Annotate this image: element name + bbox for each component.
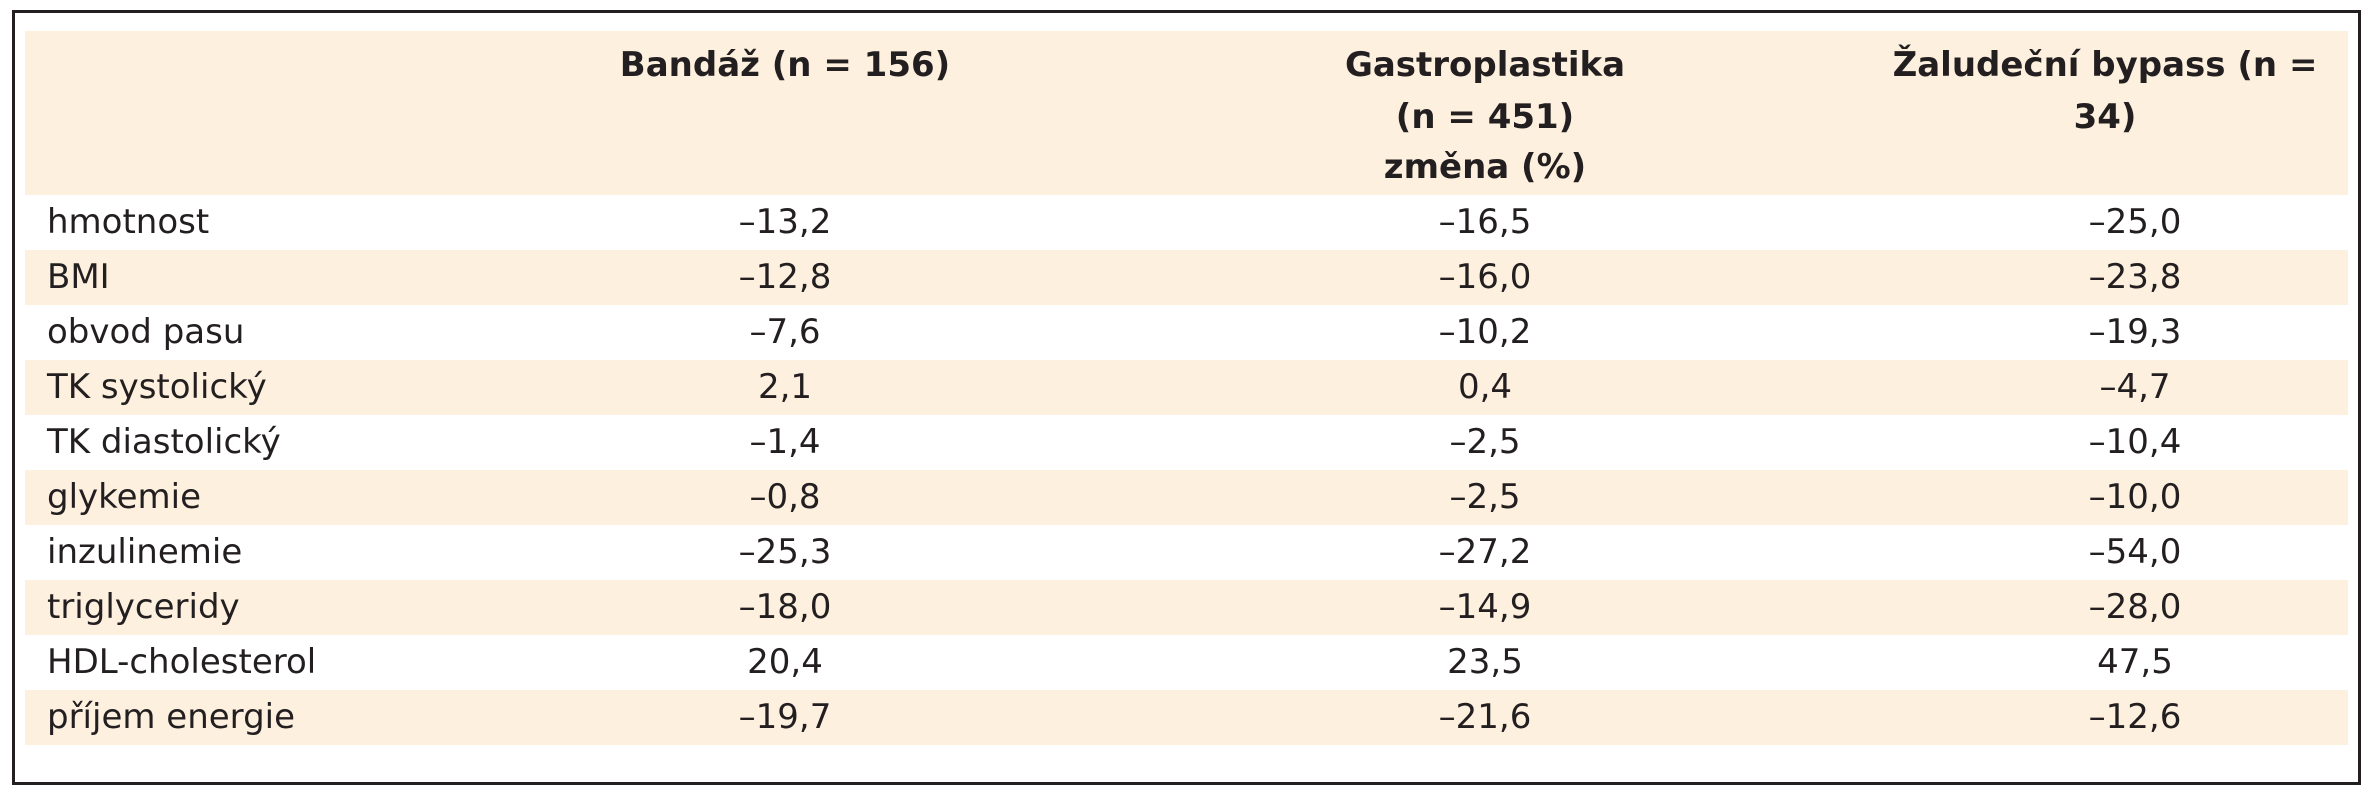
value-gastroplasty: –10,2 [1438,312,1532,352]
value-gastroplasty: –14,9 [1438,587,1532,627]
value-banding: –12,8 [738,257,832,297]
table-row: příjem energie –19,7 –21,6 –12,6 [25,690,2348,745]
value-gastroplasty: –2,5 [1449,422,1521,462]
row-label: hmotnost [47,202,210,242]
row-label: TK diastolický [47,422,281,462]
value-gastroplasty: 23,5 [1447,642,1523,682]
table-row: TK diastolický –1,4 –2,5 –10,4 [25,415,2348,470]
value-banding: –7,6 [749,312,821,352]
row-label: BMI [47,257,110,297]
row-label: obvod pasu [47,312,245,352]
value-gastric-bypass: –10,0 [2088,477,2182,517]
value-gastric-bypass: –4,7 [2099,367,2171,407]
header-change-percent: změna (%) [1383,147,1587,187]
value-banding: –13,2 [738,202,832,242]
row-label: příjem energie [47,697,296,737]
value-banding: 20,4 [747,642,823,682]
row-label: glykemie [47,477,202,517]
header-gastric-bypass: Žaludeční bypass (n = 34) [1892,45,2318,137]
value-banding: –19,7 [738,697,832,737]
value-banding: 2,1 [757,367,813,407]
row-label: TK systolický [47,367,267,407]
value-banding: –18,0 [738,587,832,627]
value-banding: –1,4 [749,422,821,462]
value-gastric-bypass: –19,3 [2088,312,2182,352]
value-gastric-bypass: –25,0 [2088,202,2182,242]
header-gastroplasty-n: (n = 451) [1395,97,1575,137]
row-label: HDL-cholesterol [47,642,317,682]
value-gastroplasty: 0,4 [1457,367,1513,407]
value-gastroplasty: –21,6 [1438,697,1532,737]
table-row: BMI –12,8 –16,0 –23,8 [25,250,2348,305]
value-banding: –0,8 [749,477,821,517]
value-gastric-bypass: –28,0 [2088,587,2182,627]
table-row: obvod pasu –7,6 –10,2 –19,3 [25,305,2348,360]
table-row: inzulinemie –25,3 –27,2 –54,0 [25,525,2348,580]
table-header: Bandáž (n = 156) Gastroplastika (n = 451… [25,31,2348,195]
value-gastroplasty: –27,2 [1438,532,1532,572]
table-row: hmotnost –13,2 –16,5 –25,0 [25,195,2348,250]
value-gastroplasty: –16,5 [1438,202,1532,242]
value-gastric-bypass: –23,8 [2088,257,2182,297]
value-banding: –25,3 [738,532,832,572]
value-gastric-bypass: –54,0 [2088,532,2182,572]
table-row: TK systolický 2,1 0,4 –4,7 [25,360,2348,415]
value-gastroplasty: –16,0 [1438,257,1532,297]
table-row: glykemie –0,8 –2,5 –10,0 [25,470,2348,525]
header-banding: Bandáž (n = 156) [619,45,951,85]
table-row: HDL-cholesterol 20,4 23,5 47,5 [25,635,2348,690]
table-row: triglyceridy –18,0 –14,9 –28,0 [25,580,2348,635]
value-gastric-bypass: –12,6 [2088,697,2182,737]
data-table: Bandáž (n = 156) Gastroplastika (n = 451… [12,10,2361,785]
value-gastric-bypass: 47,5 [2097,642,2173,682]
header-gastroplasty: Gastroplastika [1344,45,1626,85]
value-gastroplasty: –2,5 [1449,477,1521,517]
row-label: triglyceridy [47,587,240,627]
value-gastric-bypass: –10,4 [2088,422,2182,462]
row-label: inzulinemie [47,532,243,572]
